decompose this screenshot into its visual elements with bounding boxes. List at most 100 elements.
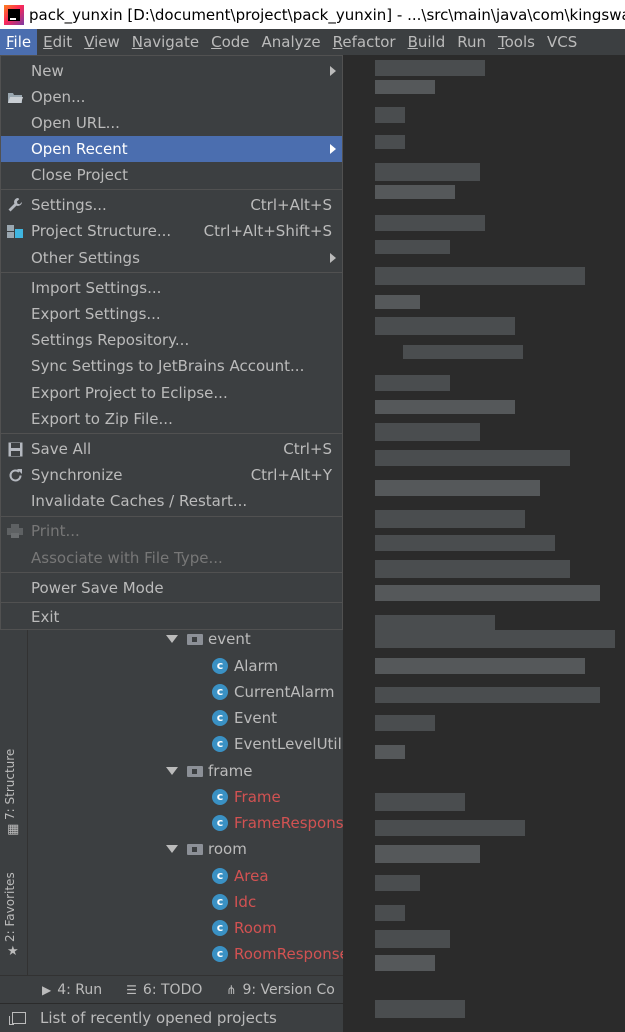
obscured-code (375, 793, 465, 811)
menu-bar: File Edit View Navigate Code Analyze Ref… (0, 29, 625, 55)
expand-arrow-icon[interactable] (166, 767, 178, 775)
todo-tab[interactable]: ☰ 6: TODO (126, 982, 202, 998)
tree-class-roomresponse[interactable]: c RoomResponse (212, 943, 343, 965)
menu-vcs[interactable]: VCS (546, 33, 578, 51)
obscured-code (375, 930, 450, 948)
menu-separator (1, 572, 342, 573)
tree-class-alarm[interactable]: c Alarm (212, 655, 278, 677)
left-tool-strip: 7: Structure ▦ 2: Favorites ★ (0, 630, 28, 975)
menu-item-label: Open URL... (31, 114, 120, 132)
menu-build[interactable]: Build (407, 33, 446, 51)
tree-label: Area (234, 867, 269, 885)
obscured-code (375, 845, 480, 863)
menu-item-open-url[interactable]: Open URL... (1, 110, 342, 136)
menu-item-synchronize[interactable]: Synchronize Ctrl+Alt+Y (1, 462, 342, 488)
obscured-code (375, 745, 405, 759)
menu-code[interactable]: Code (211, 33, 250, 51)
tree-class-currentalarm[interactable]: c CurrentAlarm (212, 681, 334, 703)
version-control-tab[interactable]: ⋔ 9: Version Co (226, 982, 334, 998)
menu-edit[interactable]: Edit (43, 33, 73, 51)
tree-class-room[interactable]: c Room (212, 917, 277, 939)
menu-item-new[interactable]: New (1, 58, 342, 84)
menu-tools[interactable]: Tools (498, 33, 535, 51)
tree-folder-event[interactable]: event (166, 630, 251, 650)
menu-item-label: Export to Zip File... (31, 410, 173, 428)
menu-item-settings[interactable]: Settings... Ctrl+Alt+S (1, 192, 342, 218)
menu-refactor[interactable]: Refactor (332, 33, 396, 51)
menu-item-open[interactable]: Open... (1, 84, 342, 110)
favorites-tab[interactable]: 2: Favorites (3, 872, 17, 942)
menu-item-export-eclipse[interactable]: Export Project to Eclipse... (1, 380, 342, 406)
structure-tab[interactable]: 7: Structure (3, 748, 17, 820)
menu-item-label: Settings... (31, 196, 107, 214)
menu-separator (1, 189, 342, 190)
menu-item-other-settings[interactable]: Other Settings (1, 245, 342, 271)
tree-class-eventlevelutil[interactable]: c EventLevelUtil (212, 733, 342, 755)
menu-item-label: Synchronize (31, 466, 123, 484)
menu-separator (1, 433, 342, 434)
menu-file[interactable]: File (0, 29, 38, 55)
expand-arrow-icon[interactable] (166, 845, 178, 853)
tree-class-idc[interactable]: c Idc (212, 891, 256, 913)
menu-item-import-settings[interactable]: Import Settings... (1, 275, 342, 301)
code-editor[interactable] (343, 55, 625, 1031)
structure-icon: ▦ (7, 822, 20, 837)
intellij-app-icon (4, 4, 24, 25)
menu-navigate[interactable]: Navigate (131, 33, 200, 51)
title-bar: pack_yunxin [D:\document\project\pack_yu… (0, 0, 625, 29)
obscured-code (375, 955, 435, 971)
package-folder-icon (187, 843, 203, 855)
tree-class-event[interactable]: c Event (212, 707, 277, 729)
refresh-icon (6, 466, 24, 484)
tree-folder-frame[interactable]: frame (166, 760, 252, 782)
menu-item-label: Settings Repository... (31, 331, 190, 349)
menu-item-close-project[interactable]: Close Project (1, 162, 342, 188)
menu-item-invalidate-caches[interactable]: Invalidate Caches / Restart... (1, 488, 342, 514)
obscured-code (375, 630, 615, 648)
toggle-tool-windows-icon[interactable] (9, 1012, 26, 1025)
obscured-code (375, 215, 485, 231)
class-icon: c (212, 815, 228, 831)
menu-item-label: Close Project (31, 166, 128, 184)
expand-arrow-icon[interactable] (166, 635, 178, 643)
menu-item-save-all[interactable]: Save All Ctrl+S (1, 436, 342, 462)
run-tab[interactable]: ▶ 4: Run (42, 982, 102, 998)
menu-item-power-save-mode[interactable]: Power Save Mode (1, 575, 342, 601)
tree-folder-room[interactable]: room (166, 838, 247, 860)
menu-item-label: Open Recent (31, 140, 128, 158)
obscured-code (375, 875, 420, 891)
package-folder-icon (187, 765, 203, 777)
class-icon: c (212, 789, 228, 805)
obscured-code (375, 585, 600, 601)
obscured-code (375, 905, 405, 921)
tree-class-area[interactable]: c Area (212, 865, 269, 887)
menu-item-open-recent[interactable]: Open Recent (1, 136, 342, 162)
window-title: pack_yunxin [D:\document\project\pack_yu… (29, 5, 625, 24)
menu-item-project-structure[interactable]: Project Structure... Ctrl+Alt+Shift+S (1, 218, 342, 244)
status-bar: List of recently opened projects (0, 1003, 343, 1032)
class-icon: c (212, 868, 228, 884)
menu-item-export-settings[interactable]: Export Settings... (1, 301, 342, 327)
menu-separator (1, 272, 342, 273)
menu-item-export-zip[interactable]: Export to Zip File... (1, 406, 342, 432)
tree-class-frameresponse[interactable]: c FrameResponse (212, 812, 343, 834)
obscured-code (375, 135, 405, 149)
menu-item-settings-repository[interactable]: Settings Repository... (1, 327, 342, 353)
menu-item-exit[interactable]: Exit (1, 604, 342, 630)
tree-label: Idc (234, 893, 257, 911)
menu-run[interactable]: Run (457, 33, 486, 51)
menu-view[interactable]: View (84, 33, 120, 51)
obscured-code (375, 480, 540, 496)
menu-item-label: Import Settings... (31, 279, 162, 297)
obscured-code (375, 820, 525, 836)
obscured-code (375, 80, 435, 94)
class-icon: c (212, 710, 228, 726)
tree-class-frame[interactable]: c Frame (212, 786, 281, 808)
menu-analyze[interactable]: Analyze (261, 33, 321, 51)
tree-label: Event (234, 709, 277, 727)
shortcut-label: Ctrl+Alt+Shift+S (203, 222, 332, 240)
menu-item-label: Save All (31, 440, 92, 458)
version-control-tab-label: 9: Version Co (242, 982, 335, 998)
menu-item-sync-settings[interactable]: Sync Settings to JetBrains Account... (1, 353, 342, 379)
obscured-code (375, 535, 555, 551)
